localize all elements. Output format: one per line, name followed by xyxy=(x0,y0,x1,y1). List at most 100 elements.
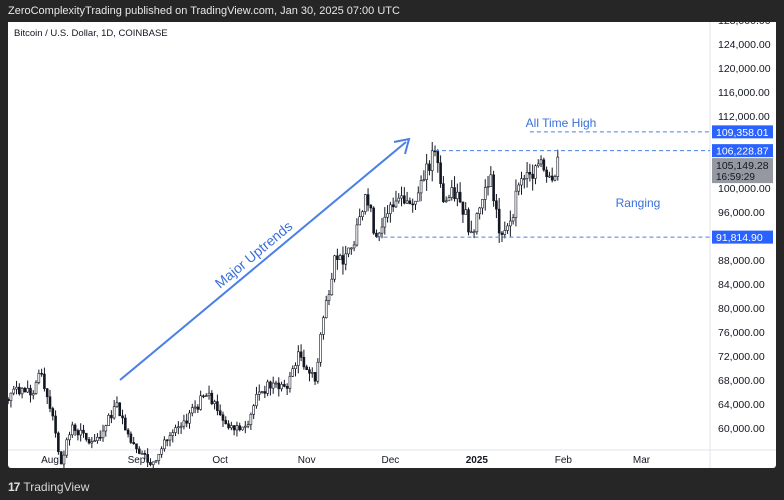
candle-body xyxy=(246,424,250,427)
candle-body xyxy=(12,388,16,394)
candle-body xyxy=(107,415,110,426)
price-chart[interactable]: 128,000.00 124,000.00 120,000.00 116,000.00… xyxy=(8,22,776,468)
candle-body xyxy=(8,398,10,402)
candle-body xyxy=(157,453,161,461)
candle-body xyxy=(202,395,205,398)
candle-body xyxy=(238,425,242,431)
candle-body xyxy=(132,442,135,445)
candle-body xyxy=(255,394,258,407)
price-tick-label: 120,000.00 xyxy=(718,63,771,75)
candle-body xyxy=(90,441,94,444)
candle-body xyxy=(327,294,331,301)
last-price-tag xyxy=(712,158,773,184)
candle-body xyxy=(405,200,409,204)
candle-body xyxy=(185,420,189,424)
candle-body xyxy=(450,187,454,198)
candle-body xyxy=(472,231,476,234)
candle-body xyxy=(439,162,442,184)
candle-body xyxy=(347,247,350,255)
candle-body xyxy=(20,387,24,395)
candle-body xyxy=(430,150,434,171)
price-tick-label: 112,000.00 xyxy=(718,111,770,123)
price-tick-label: 60,000.00 xyxy=(718,423,765,435)
candle-body xyxy=(461,201,465,215)
candle-body xyxy=(481,199,484,209)
candle-body xyxy=(29,387,32,396)
candle-body xyxy=(82,429,85,434)
trend-label: Major Uptrends xyxy=(212,218,296,292)
candle-body xyxy=(520,178,523,186)
level-price-tag xyxy=(712,125,773,139)
candle-body xyxy=(416,192,420,202)
candle-body xyxy=(280,384,283,390)
candle-body xyxy=(350,247,353,250)
candle-body xyxy=(322,317,325,335)
candle-body xyxy=(453,187,456,200)
candle-body xyxy=(182,420,186,427)
candle-body xyxy=(308,369,311,374)
candle-body xyxy=(469,231,473,234)
candle-body xyxy=(495,200,498,210)
price-tick-label: 72,000.00 xyxy=(718,351,765,363)
candle-body xyxy=(179,425,183,428)
candle-body xyxy=(260,391,264,393)
candle-body xyxy=(65,439,69,456)
candle-body xyxy=(500,232,504,235)
candle-body xyxy=(196,406,200,410)
candle-body xyxy=(126,429,130,435)
candle-body xyxy=(57,432,60,453)
candle-body xyxy=(112,406,116,419)
candle-body xyxy=(486,186,490,188)
candle-body xyxy=(302,357,306,368)
candle-body xyxy=(316,361,320,382)
candle-body xyxy=(550,175,554,181)
candle-body xyxy=(193,406,197,409)
candle-body xyxy=(428,163,431,171)
candle-body xyxy=(352,244,356,249)
time-tick-label: Nov xyxy=(298,455,316,466)
time-tick-label: Oct xyxy=(212,455,228,466)
price-tick-label: 80,000.00 xyxy=(718,303,765,315)
candle-body xyxy=(375,232,378,237)
candle-body xyxy=(542,159,546,171)
candle-body xyxy=(257,391,261,395)
candle-body xyxy=(333,255,336,280)
candle-body xyxy=(235,425,239,431)
candle-body xyxy=(188,412,191,424)
candle-body xyxy=(310,372,314,374)
candle-body xyxy=(269,381,272,389)
price-tick-label: 128,000.00 xyxy=(718,22,771,27)
candle-body xyxy=(140,453,144,455)
candle-body xyxy=(174,427,177,433)
candle-body xyxy=(51,408,55,417)
candle-body xyxy=(79,429,82,436)
time-tick-label: Sep xyxy=(128,455,146,466)
candle-body xyxy=(227,423,230,429)
candle-body xyxy=(43,373,46,389)
candle-body xyxy=(525,172,529,179)
bar-countdown-label: 16:59:29 xyxy=(716,172,755,183)
candle-body xyxy=(553,176,557,181)
candle-body xyxy=(266,381,269,394)
candle-body xyxy=(514,190,518,218)
candle-body xyxy=(37,372,41,383)
candle-body xyxy=(96,436,99,441)
price-tick-label: 100,000.00 xyxy=(718,183,771,195)
chart-panel[interactable]: 128,000.00 124,000.00 120,000.00 116,000.00… xyxy=(8,22,776,468)
candle-body xyxy=(475,213,479,233)
candle-body xyxy=(447,197,451,202)
candle-body xyxy=(467,209,470,233)
symbol-title: Bitcoin / U.S. Dollar, 1D, COINBASE xyxy=(14,28,168,39)
candle-body xyxy=(497,208,501,234)
candle-body xyxy=(386,213,389,218)
candle-body xyxy=(509,220,512,227)
candle-body xyxy=(556,156,560,177)
level-price-label: 109,358.01 xyxy=(716,127,769,139)
candle-body xyxy=(444,200,448,203)
price-tick-label: 116,000.00 xyxy=(718,87,770,99)
candle-body xyxy=(143,453,147,455)
candle-body xyxy=(341,255,345,265)
candle-body xyxy=(456,191,459,200)
price-tick-label: 76,000.00 xyxy=(718,327,765,339)
candle-body xyxy=(324,300,328,319)
